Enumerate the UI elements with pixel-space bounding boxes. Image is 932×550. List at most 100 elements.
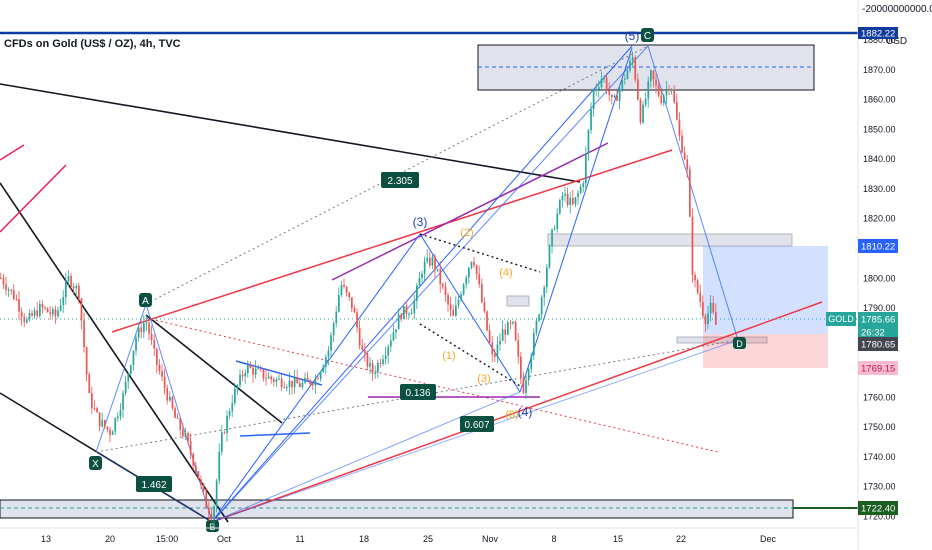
candle-body [135, 337, 137, 351]
x-tick-label: 11 [295, 534, 304, 544]
candle-body [26, 319, 28, 323]
candle-body [520, 356, 522, 379]
candle-body [400, 314, 403, 320]
candle-body [176, 417, 179, 419]
candle-body [117, 416, 119, 418]
candle-body [130, 365, 132, 374]
candle-body [530, 355, 533, 370]
candle-body [143, 323, 145, 333]
trendline-black-4 [145, 314, 283, 424]
candle-body [444, 286, 447, 295]
candle-body [637, 79, 639, 100]
candle-body [426, 257, 429, 262]
x-tick-label: 22 [676, 534, 686, 544]
candle-body [265, 378, 267, 380]
gray-dotted-top [145, 45, 649, 305]
y-tick-label: 1840.00 [863, 154, 896, 164]
point-label-d: D [736, 339, 743, 349]
candle-body [504, 329, 507, 335]
candle-body [676, 102, 678, 120]
trendline-black-1 [0, 83, 581, 183]
candle-body [556, 213, 559, 229]
candle-body [101, 420, 104, 427]
candle-body [429, 257, 431, 266]
symbol-title: CFDs on Gold (US$ / OZ), 4h, TVC [4, 38, 181, 50]
candle-body [13, 290, 15, 299]
candle-body [161, 371, 163, 377]
candle-body [41, 303, 44, 308]
candle-body [574, 197, 577, 205]
candle-body [673, 89, 676, 103]
candle-body [525, 380, 527, 393]
top-scale-label: -20000000000.00 [862, 4, 932, 15]
candle-body [377, 362, 379, 373]
x-tick-label: 15 [613, 534, 623, 544]
candle-body [278, 378, 280, 380]
candle-body [644, 98, 647, 105]
candle-body [5, 284, 7, 291]
candle-body [332, 323, 335, 336]
ratio-label-2305: 2.305 [387, 176, 412, 187]
y-tick-label: 1720.00 [863, 511, 896, 521]
blue-triangle-top [235, 360, 323, 386]
candle-body [650, 70, 652, 82]
candle-body [179, 418, 182, 430]
candle-body [252, 367, 254, 375]
candle-body [694, 274, 696, 281]
price-tag-1722: 1722.40 [861, 504, 895, 515]
point-badge-d [733, 337, 746, 349]
candle-body [403, 306, 405, 320]
candle-body [626, 70, 629, 80]
candle-body [31, 313, 33, 316]
point-label-b: B [209, 522, 215, 532]
price-tag-countdown-bg [858, 326, 898, 338]
candle-body [80, 298, 83, 321]
candle-body [621, 79, 624, 90]
candle-body [78, 285, 80, 299]
candle-body [540, 297, 543, 315]
candle-body [111, 431, 114, 435]
candle-body [210, 513, 213, 520]
candle-body [296, 377, 299, 384]
y-tick-label: 1820.00 [863, 214, 896, 224]
price-tag-1810: 1810.22 [861, 242, 895, 253]
candle-body [257, 368, 260, 370]
candle-body [166, 387, 169, 401]
candle-body [631, 57, 634, 61]
candle-body [304, 377, 306, 383]
candle-body [244, 372, 247, 377]
y-tick-label: 1860.00 [863, 95, 896, 105]
candle-body [356, 312, 358, 328]
candle-body [488, 330, 491, 343]
candle-body [616, 95, 618, 101]
candle-body [517, 340, 520, 357]
candle-body [595, 89, 598, 91]
price-tag-top: 1882.22 [861, 29, 895, 40]
candle-body [91, 393, 93, 409]
candle-body [366, 353, 369, 367]
candle-body [317, 378, 319, 380]
candle-body [39, 303, 41, 317]
candle-body [314, 378, 317, 386]
candle-body [587, 130, 590, 154]
candle-body [124, 381, 127, 394]
point-label-x: X [92, 459, 99, 470]
candle-body [629, 60, 631, 71]
candle-body [291, 380, 293, 388]
candle-body [228, 411, 231, 416]
candle-body [132, 350, 135, 366]
candle-body [533, 333, 535, 356]
candle-body [200, 479, 202, 484]
candle-body [249, 365, 252, 368]
stop-zone [703, 334, 828, 368]
ratio-badge-0136 [400, 384, 436, 400]
candle-body [156, 348, 158, 365]
price-tag-1722-bg [858, 501, 898, 515]
candle-body [361, 345, 364, 350]
candle-body [72, 286, 75, 289]
candle-body [481, 284, 483, 303]
candle-body [434, 256, 436, 270]
candle-body [387, 346, 390, 356]
candle-body [657, 85, 660, 96]
